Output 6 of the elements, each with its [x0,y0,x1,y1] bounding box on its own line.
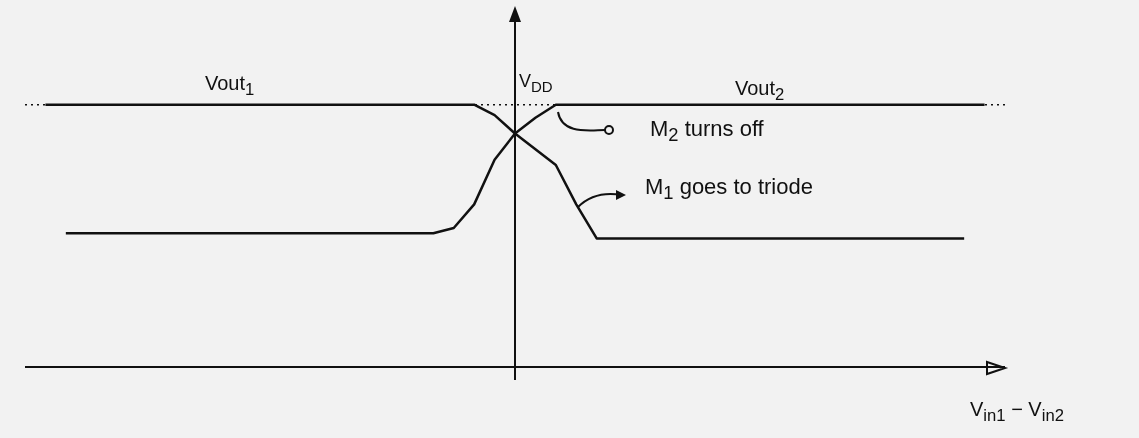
annotation: M$_{1}$ goes to triode [645,174,813,205]
x-axis-title: V$_{in1}$ − V$_{in2}$ [970,398,1064,426]
ref-line-label: V$_{DD}$ [519,70,553,95]
annotation: M$_{2}$ turns off [650,116,764,147]
series-label: Vout$_{1}$ [205,72,255,100]
series-label: Vout$_{2}$ [735,77,785,105]
